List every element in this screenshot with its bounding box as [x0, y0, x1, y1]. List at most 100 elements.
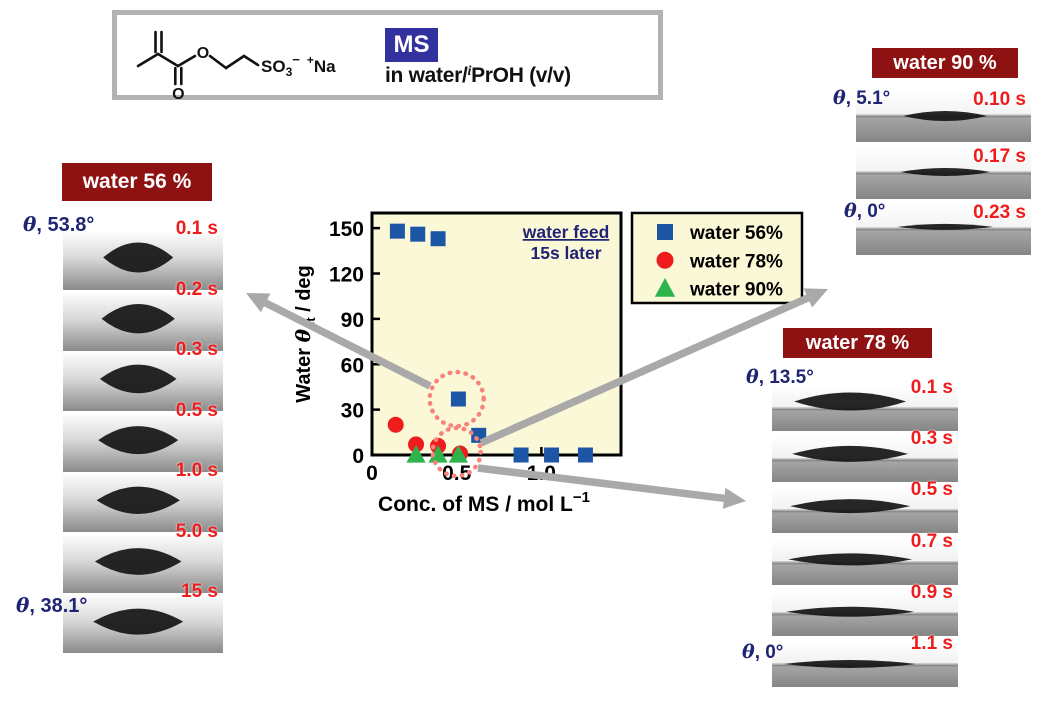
legend-label: water 90% [689, 280, 783, 301]
annotation-15s-later: 15s later [530, 243, 601, 263]
iso-superscript: i [467, 64, 472, 79]
data-point-triangle [406, 445, 426, 463]
droplet-silhouette [790, 499, 911, 514]
droplet-frame [63, 414, 223, 472]
droplet-frame [772, 590, 958, 636]
angle-value: , 53.8° [36, 214, 95, 236]
series-water-56- [389, 223, 593, 463]
droplet-frame [856, 147, 1031, 199]
droplet-frame [856, 90, 1031, 142]
x-tick-label: 0.5 [442, 462, 472, 485]
time-label: 5.0 s [175, 521, 218, 542]
data-point-triangle [654, 278, 676, 297]
solvent-suffix: PrOH (v/v) [471, 64, 571, 87]
time-label: 0.23 s [973, 202, 1026, 223]
data-point-circle [387, 416, 404, 433]
time-label: 1.1 s [910, 633, 953, 654]
droplet-silhouette [99, 364, 177, 394]
time-label: 0.3 s [175, 339, 218, 360]
contact-angle-label: θ, 13.5° [746, 366, 814, 389]
droplet-frame [772, 487, 958, 533]
x-tick-label: 0 [366, 462, 378, 485]
y-tick-label: 0 [352, 445, 364, 468]
droplet-image [856, 147, 1031, 199]
time-label: 15 s [181, 581, 218, 602]
carbonyl-oxygen-label: O [172, 86, 184, 102]
droplet-frame [772, 436, 958, 482]
droplet-image [63, 293, 223, 351]
droplet-frame [63, 595, 223, 653]
angle-value: , 38.1° [29, 595, 88, 617]
droplet-image [772, 641, 958, 687]
y-tick-label: 150 [329, 218, 364, 241]
droplet-image [856, 90, 1031, 142]
arrow-to-water56-panel [246, 293, 432, 390]
data-point-circle [408, 436, 425, 453]
sulfonate-label: SO3− +Na [261, 52, 336, 79]
panel-header: water 90 % [872, 48, 1018, 78]
time-label: 1.0 s [175, 460, 218, 481]
time-label: 0.5 s [910, 479, 953, 500]
time-label: 0.7 s [910, 531, 953, 552]
time-label: 0.9 s [910, 582, 953, 603]
droplet-image [63, 595, 223, 653]
droplet-frame [63, 232, 223, 290]
time-label: 0.5 s [175, 400, 218, 421]
droplet-image [63, 353, 223, 411]
data-point-circle [656, 251, 674, 269]
highlight-circle [430, 425, 483, 479]
data-point-square [410, 226, 426, 242]
droplet-frame [63, 535, 223, 593]
droplet-silhouette [98, 426, 179, 455]
droplet-image [63, 232, 223, 290]
contact-angle-label: θ, 5.1° [833, 87, 890, 110]
x-axis-label: Conc. of MS / mol L−1 [378, 489, 590, 516]
droplet-silhouette [897, 223, 994, 230]
droplet-silhouette [103, 242, 174, 273]
droplet-silhouette [96, 486, 180, 514]
bond-o-ch2 [208, 54, 228, 70]
annotation-water-feed: water feed [522, 222, 610, 242]
bond-c-c [156, 52, 180, 68]
data-point-triangle [428, 445, 448, 463]
droplet-silhouette [900, 167, 991, 176]
legend: water 56% water 78% water 90% [630, 211, 804, 305]
droplet-image [856, 203, 1031, 255]
droplet-frame [63, 293, 223, 351]
y-tick-label: 90 [341, 309, 364, 332]
droplet-image [772, 436, 958, 482]
ms-abbreviation-badge: MS [385, 28, 438, 62]
y-axis-label: Water θst / deg [291, 265, 318, 403]
data-point-square [577, 447, 593, 463]
theta-symbol: θ [746, 366, 759, 388]
angle-value: , 5.1° [845, 88, 891, 109]
bond-c-o [176, 54, 197, 68]
plot-area [370, 211, 623, 457]
droplet-frame [772, 641, 958, 687]
bond-ch2-ch2 [224, 54, 246, 70]
time-label: 0.1 s [175, 218, 218, 239]
y-tick-label: 120 [329, 264, 364, 287]
y-tick-label: 60 [341, 354, 364, 377]
data-point-square [513, 447, 529, 463]
droplet-image [772, 539, 958, 585]
series-water-90- [406, 445, 468, 463]
structure-box [112, 10, 663, 100]
y-tick-label: 30 [341, 400, 364, 423]
droplet-image [772, 385, 958, 431]
legend-label: water 78% [689, 251, 783, 272]
droplet-silhouette [94, 548, 182, 575]
droplet-frame [63, 353, 223, 411]
data-point-triangle [448, 445, 468, 463]
theta-symbol: θ [742, 641, 755, 663]
droplet-silhouette [93, 608, 184, 635]
time-label: 0.1 s [910, 377, 953, 398]
solvent-label: in water/iPrOH (v/v) [385, 64, 571, 88]
arrow-to-water78-panel [477, 464, 746, 509]
angle-value: , 0° [856, 201, 886, 222]
contact-angle-label: θ, 0° [844, 200, 885, 223]
time-label: 0.2 s [175, 279, 218, 300]
droplet-image [63, 535, 223, 593]
data-point-square [450, 391, 466, 407]
